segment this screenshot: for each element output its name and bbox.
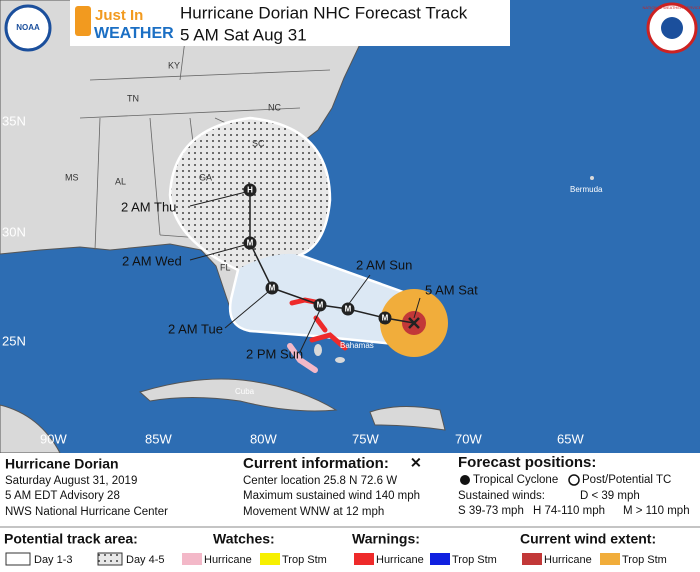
tropical-label: Tropical Cyclone	[473, 474, 558, 486]
forecast-label: 2 PM Sun	[246, 346, 303, 361]
wind-m: M > 110 mph	[623, 505, 690, 517]
storm-date: Saturday August 31, 2019	[5, 475, 137, 487]
place-label: Bermuda	[570, 185, 603, 194]
place-label: SC	[252, 138, 265, 148]
post-symbol	[568, 474, 580, 486]
legend-label: Trop Stm	[282, 554, 327, 566]
place-label: AL	[115, 176, 126, 186]
place-label: KY	[168, 60, 180, 70]
wind-s: S 39-73 mph	[458, 505, 524, 517]
legend-label: Hurricane	[376, 554, 424, 566]
forecast-label: 2 AM Tue	[168, 321, 223, 336]
forecast-label: 2 AM Thu	[121, 199, 176, 214]
legend-title: Potential track area:	[4, 531, 138, 547]
wind-d: D < 39 mph	[580, 490, 640, 502]
forecast-title: Forecast positions:	[458, 454, 596, 471]
tropical-symbol	[460, 475, 470, 485]
marker-letter: M	[247, 239, 254, 248]
legend-label: Day 4-5	[126, 554, 165, 566]
forecast-marker	[265, 281, 279, 295]
current-title: Current information:	[243, 455, 389, 472]
swatch-day13	[5, 552, 31, 566]
title: Hurricane Dorian NHC Forecast Track	[180, 3, 468, 22]
label-leaders	[189, 191, 421, 353]
place-label: GA	[199, 172, 212, 182]
lon-label: 85W	[145, 431, 172, 446]
place-label: NC	[268, 102, 281, 112]
lon-label: 90W	[40, 431, 67, 446]
hurricane-watch	[287, 343, 318, 373]
place-label: Bahamas	[340, 341, 374, 350]
lat-label: 35N	[2, 113, 26, 128]
place-label: TN	[127, 93, 139, 103]
swatch-trop-watch	[260, 553, 280, 565]
lat-label: 25N	[2, 333, 26, 348]
subtitle: 5 AM Sat Aug 31	[180, 25, 307, 44]
cuba	[139, 378, 338, 412]
advisory: 5 AM EDT Advisory 28	[5, 490, 120, 502]
hispaniola	[369, 405, 446, 431]
noaa-logo	[4, 4, 52, 52]
lat-label: 30N	[2, 224, 26, 239]
lon-label: 80W	[250, 431, 277, 446]
current-line: Movement WNW at 12 mph	[243, 506, 384, 518]
swatch-trop-warning	[430, 553, 450, 565]
legend-label: Trop Stm	[622, 554, 667, 566]
legend-title: Current wind extent:	[520, 531, 656, 547]
marker-letter: H	[247, 186, 253, 195]
post-label: Post/Potential TC	[582, 474, 671, 486]
legend-label: Hurricane	[544, 554, 592, 566]
cone-outline	[168, 116, 427, 348]
current-position	[408, 317, 420, 329]
current-line: Maximum sustained wind 140 mph	[243, 490, 420, 502]
forecast-marker	[378, 311, 392, 325]
storm-name: Hurricane Dorian	[5, 456, 119, 472]
nws-logo-center	[661, 17, 683, 39]
forecast-marker	[243, 236, 257, 250]
bermuda-island	[590, 176, 594, 180]
yucatan	[0, 404, 61, 454]
logo-bottom: WEATHER	[94, 25, 174, 42]
current-line: Center location 25.8 N 72.6 W	[243, 475, 397, 487]
current-symbol: ✕	[410, 455, 422, 471]
forecast-label: 5 AM Sat	[425, 282, 478, 297]
legend-label: Trop Stm	[452, 554, 497, 566]
place-label: FL	[220, 262, 231, 272]
legend-label: Day 1-3	[34, 554, 73, 566]
nws-text: NATIONAL WEATHER SERVICE	[643, 5, 700, 10]
lon-label: 75W	[352, 431, 379, 446]
wind-h: H 74-110 mph	[533, 505, 605, 517]
marker-letter: M	[382, 314, 389, 323]
logo-phone	[75, 6, 91, 36]
place-label: Cuba	[235, 387, 255, 396]
cone-day-1-3	[230, 253, 425, 346]
logo-top: Just In	[95, 7, 143, 24]
noaa-text: NOAA	[16, 23, 40, 32]
swatch-trop-wind	[600, 553, 620, 565]
legend-title: Warnings:	[352, 531, 420, 547]
marker-letter: M	[345, 305, 352, 314]
swatch-hurricane-watch	[182, 553, 202, 565]
swatch-day45	[97, 552, 123, 566]
info-panel	[0, 453, 700, 572]
place-label: MS	[65, 172, 79, 182]
legend-title: Watches:	[213, 531, 275, 547]
header-box	[70, 0, 510, 46]
forecast-marker	[341, 302, 355, 316]
lon-label: 70W	[455, 431, 482, 446]
forecast-marker	[313, 298, 327, 312]
swatch-hurricane-wind	[522, 553, 542, 565]
forecast-label: 2 AM Wed	[122, 253, 182, 268]
lon-label: 65W	[557, 431, 584, 446]
winds-label: Sustained winds:	[458, 490, 545, 502]
forecast-label: 2 AM Sun	[356, 257, 412, 272]
forecast-marker	[243, 183, 257, 197]
swatch-hurricane-warning	[354, 553, 374, 565]
marker-letter: M	[317, 301, 324, 310]
marker-letter: M	[269, 284, 276, 293]
nhc: NWS National Hurricane Center	[5, 506, 168, 518]
legend-label: Hurricane	[204, 554, 252, 566]
